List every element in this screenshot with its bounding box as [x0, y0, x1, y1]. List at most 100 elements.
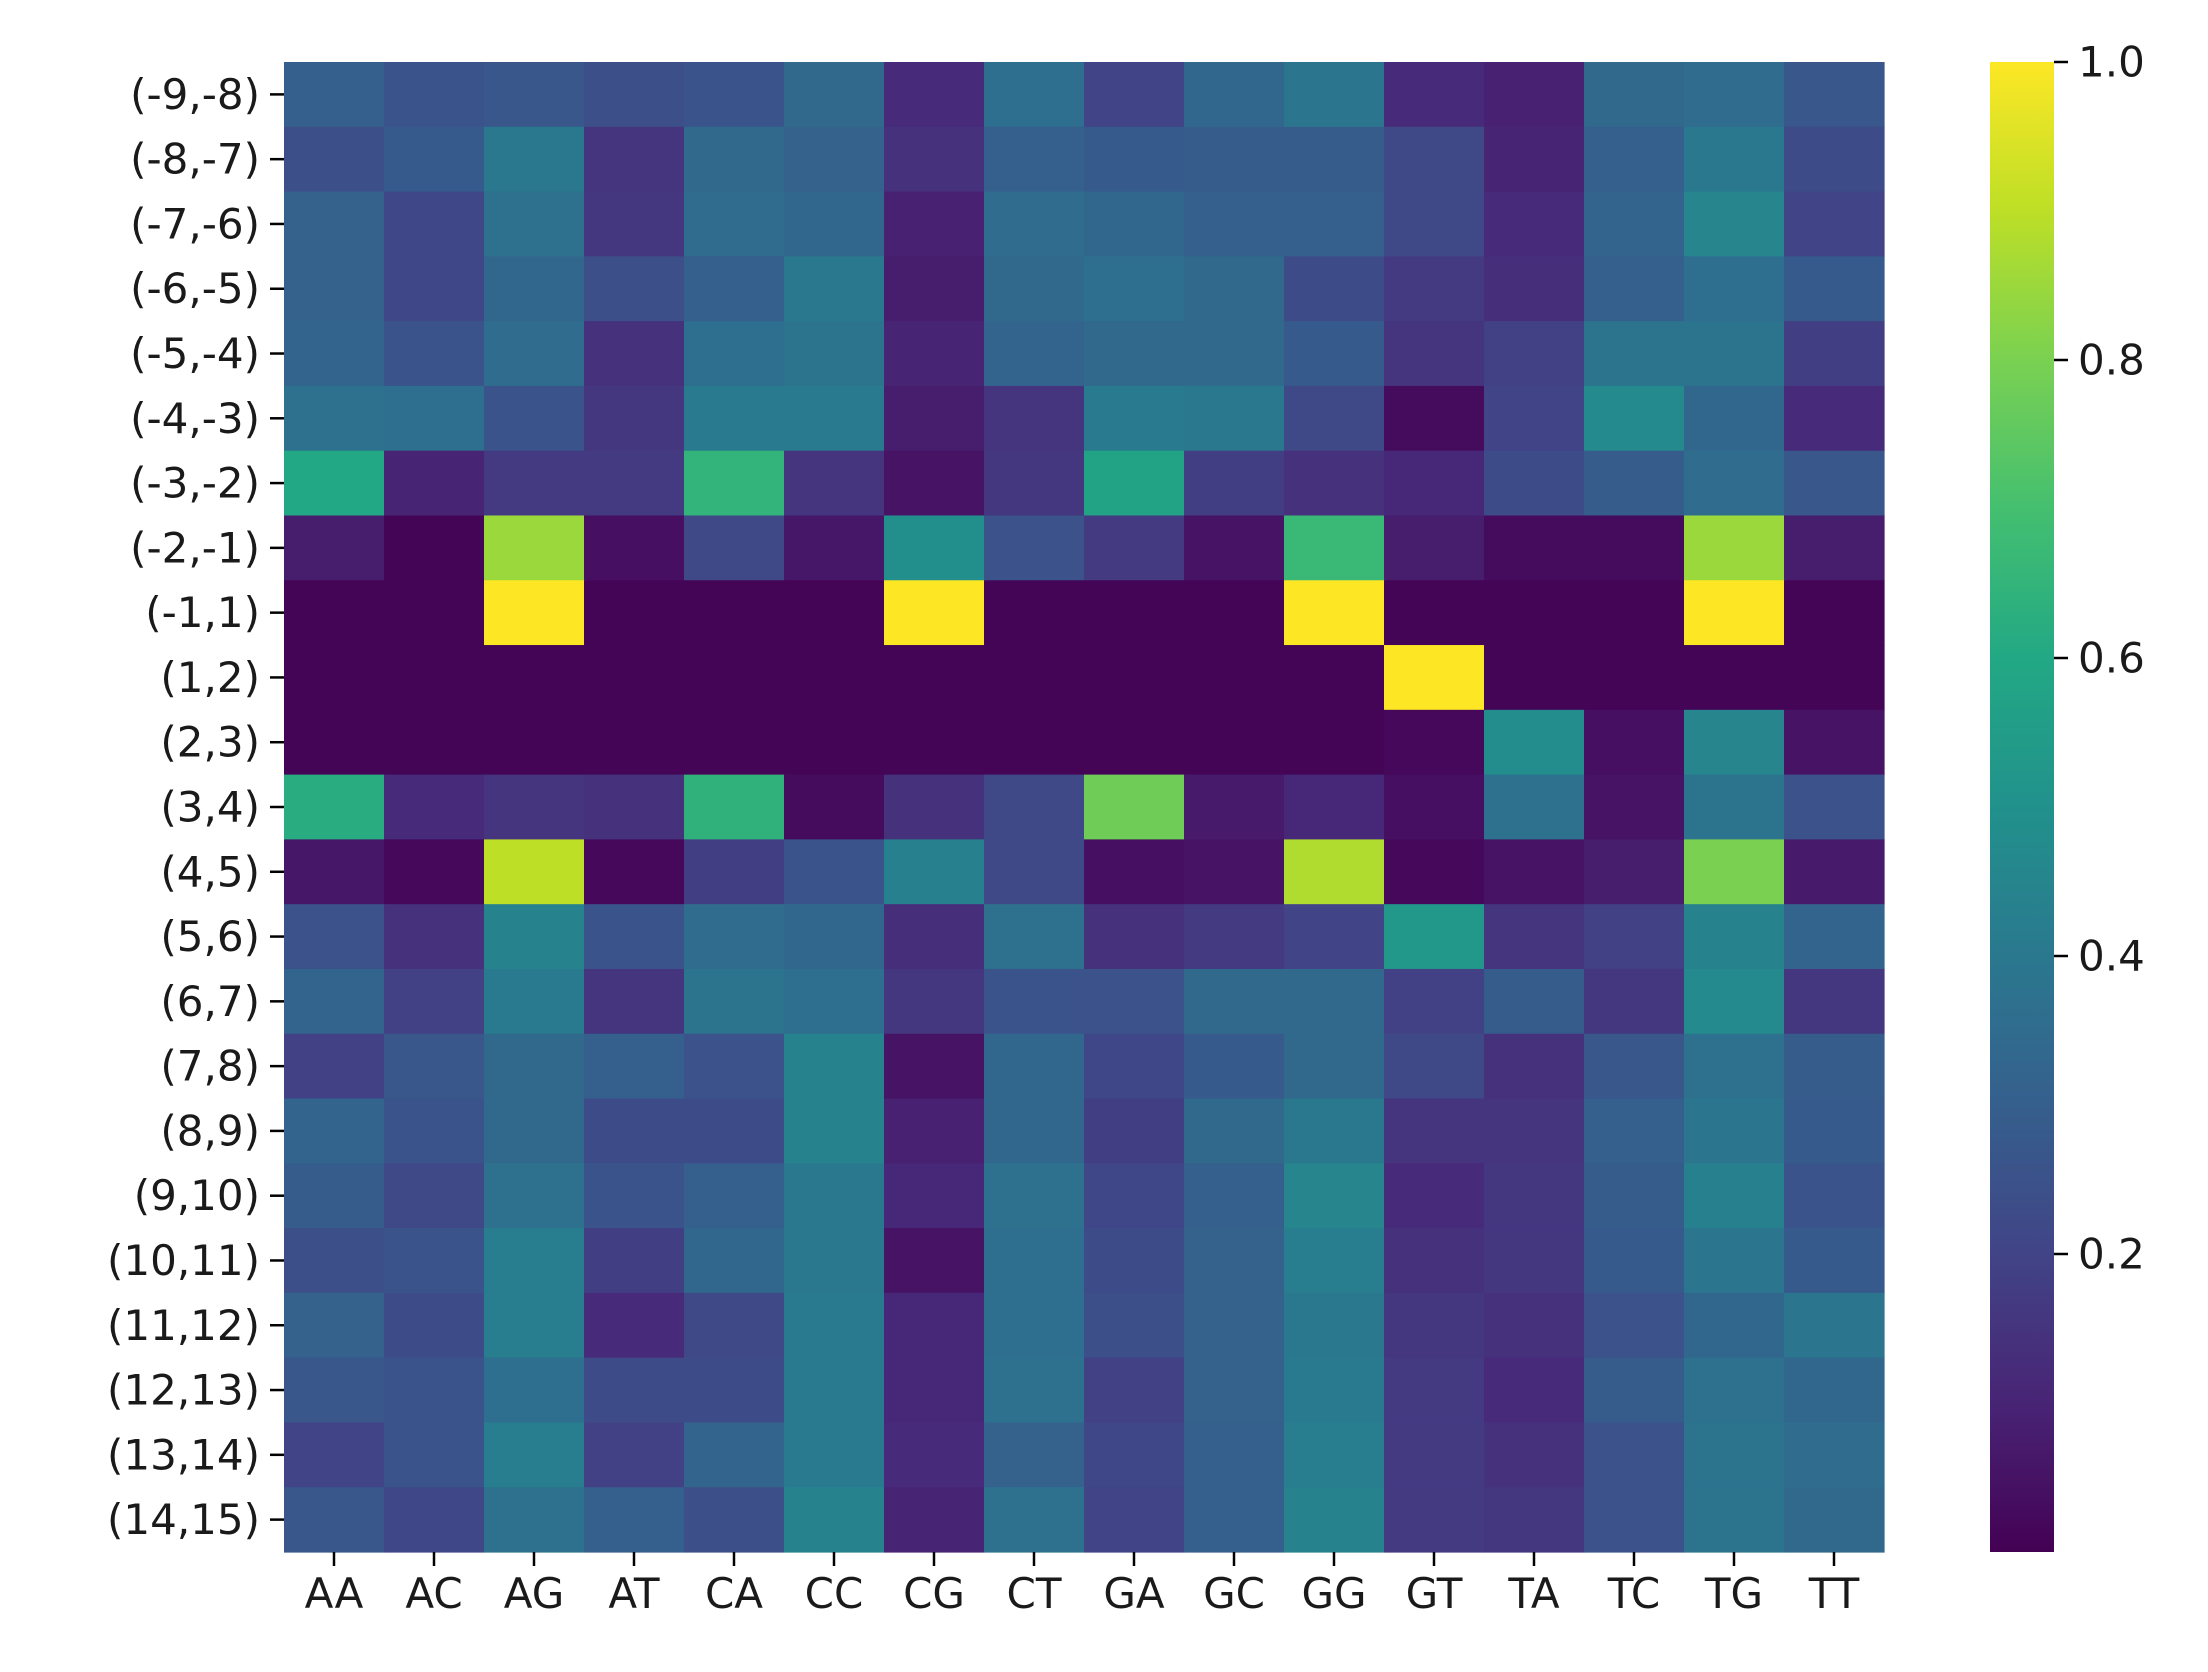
heatmap-cell-(2,3)-AG	[484, 709, 585, 776]
heatmap-cell-(-1,1)-TT	[1784, 580, 1885, 646]
heatmap-cell-(-5,-4)-GG	[1284, 321, 1385, 387]
heatmap-cell-(-2,-1)-GT	[1384, 515, 1485, 581]
heatmap-cell-(3,4)-GG	[1284, 774, 1385, 840]
heatmap-cell-(2,3)-TC	[1584, 709, 1685, 776]
heatmap-cell-(7,8)-AG	[484, 1033, 585, 1100]
heatmap-cell-(6,7)-TC	[1584, 968, 1685, 1035]
heatmap-cell-(-3,-2)-TT	[1784, 450, 1885, 517]
heatmap-cell-(9,10)-CA	[684, 1163, 785, 1229]
heatmap-cell-(-3,-2)-AA	[284, 450, 385, 517]
heatmap-cell-(-1,1)-CC	[784, 580, 885, 646]
colorbar-gradient	[1990, 62, 2054, 1552]
heatmap-cell-(-8,-7)-GG	[1284, 126, 1385, 193]
heatmap-cell-(7,8)-GC	[1184, 1033, 1285, 1100]
y-tick-label: (5,6)	[160, 912, 260, 961]
heatmap-cell-(7,8)-GT	[1384, 1033, 1485, 1100]
heatmap-cell-(4,5)-AA	[284, 839, 385, 905]
heatmap-cell-(-7,-6)-CA	[684, 191, 785, 257]
heatmap-cell-(13,14)-AG	[484, 1422, 585, 1488]
heatmap-cell-(8,9)-GC	[1184, 1098, 1285, 1164]
y-tick-label: (-1,1)	[145, 588, 260, 637]
heatmap-cell-(-4,-3)-TT	[1784, 385, 1885, 452]
heatmap-cell-(9,10)-GG	[1284, 1163, 1385, 1229]
heatmap-cell-(2,3)-TT	[1784, 709, 1885, 776]
colorbar-tick-label: 0.8	[2078, 336, 2145, 385]
x-tick-label: GA	[1103, 1569, 1165, 1618]
x-tick-label: CT	[1007, 1569, 1062, 1618]
heatmap-cell-(13,14)-CA	[684, 1422, 785, 1488]
heatmap-cell-(-9,-8)-AC	[384, 62, 485, 128]
heatmap-cell-(12,13)-AG	[484, 1357, 585, 1424]
heatmap-cell-(-2,-1)-CC	[784, 515, 885, 581]
heatmap-cell-(-7,-6)-TC	[1584, 191, 1685, 257]
heatmap-cell-(9,10)-CT	[984, 1163, 1085, 1229]
heatmap-cell-(-4,-3)-GT	[1384, 385, 1485, 452]
x-tick-label: AC	[405, 1569, 462, 1618]
heatmap-cell-(-3,-2)-TC	[1584, 450, 1685, 517]
heatmap-cell-(2,3)-TG	[1684, 709, 1785, 776]
heatmap-cell-(-4,-3)-CG	[884, 385, 985, 452]
heatmap-cell-(11,12)-GG	[1284, 1292, 1385, 1359]
heatmap-cell-(9,10)-TA	[1484, 1163, 1585, 1229]
heatmap-cell-(-7,-6)-AG	[484, 191, 585, 257]
heatmap-cell-(4,5)-GG	[1284, 839, 1385, 905]
heatmap-cell-(13,14)-GT	[1384, 1422, 1485, 1488]
heatmap-cell-(3,4)-GT	[1384, 774, 1485, 840]
heatmap-cell-(6,7)-GG	[1284, 968, 1385, 1035]
x-tick-label: CA	[705, 1569, 763, 1618]
heatmap-cell-(14,15)-TA	[1484, 1487, 1585, 1553]
heatmap-cell-(-3,-2)-AC	[384, 450, 485, 517]
heatmap-cell-(4,5)-AT	[584, 839, 685, 905]
heatmap-cell-(5,6)-TA	[1484, 904, 1585, 970]
heatmap-cell-(2,3)-AC	[384, 709, 485, 776]
heatmap-cell-(-7,-6)-AA	[284, 191, 385, 257]
heatmap-cell-(12,13)-AA	[284, 1357, 385, 1424]
heatmap-cell-(-2,-1)-CT	[984, 515, 1085, 581]
heatmap-cell-(-8,-7)-CA	[684, 126, 785, 193]
y-tick-label: (9,10)	[134, 1171, 260, 1220]
y-tick-label: (3,4)	[160, 783, 260, 832]
heatmap-cell-(1,2)-GC	[1184, 645, 1285, 711]
heatmap-cell-(-1,1)-CT	[984, 580, 1085, 646]
heatmap-cell-(-2,-1)-CG	[884, 515, 985, 581]
heatmap-cell-(-1,1)-AG	[484, 580, 585, 646]
heatmap-cell-(-2,-1)-TT	[1784, 515, 1885, 581]
heatmap-cell-(-4,-3)-CT	[984, 385, 1085, 452]
heatmap-cell-(-4,-3)-CC	[784, 385, 885, 452]
heatmap-cell-(-1,1)-TC	[1584, 580, 1685, 646]
heatmap-cell-(-5,-4)-GC	[1184, 321, 1285, 387]
heatmap-cell-(12,13)-CC	[784, 1357, 885, 1424]
y-tick-label: (11,12)	[107, 1301, 260, 1350]
heatmap-cell-(-6,-5)-CC	[784, 256, 885, 322]
heatmap-cell-(1,2)-AG	[484, 645, 585, 711]
heatmap-cell-(-8,-7)-CC	[784, 126, 885, 193]
heatmap-cell-(-6,-5)-GG	[1284, 256, 1385, 322]
heatmap-cell-(-5,-4)-CG	[884, 321, 985, 387]
heatmap-cell-(1,2)-AC	[384, 645, 485, 711]
heatmap-cell-(-8,-7)-GC	[1184, 126, 1285, 193]
heatmap-cell-(4,5)-AG	[484, 839, 585, 905]
heatmap-cell-(7,8)-GG	[1284, 1033, 1385, 1100]
heatmap-cell-(2,3)-GG	[1284, 709, 1385, 776]
heatmap-cell-(1,2)-GG	[1284, 645, 1385, 711]
heatmap-cell-(14,15)-AA	[284, 1487, 385, 1553]
heatmap-cell-(11,12)-GA	[1084, 1292, 1185, 1359]
heatmap-cell-(6,7)-CA	[684, 968, 785, 1035]
heatmap-cell-(12,13)-CA	[684, 1357, 785, 1424]
heatmap-cell-(-6,-5)-TA	[1484, 256, 1585, 322]
heatmap-cell-(3,4)-TA	[1484, 774, 1585, 840]
heatmap-cell-(-1,1)-CG	[884, 580, 985, 646]
heatmap-cell-(10,11)-CA	[684, 1228, 785, 1294]
heatmap-cell-(-2,-1)-AC	[384, 515, 485, 581]
heatmap-cell-(9,10)-AC	[384, 1163, 485, 1229]
heatmap-cell-(4,5)-AC	[384, 839, 485, 905]
heatmap-cell-(2,3)-CG	[884, 709, 985, 776]
heatmap-cell-(11,12)-AT	[584, 1292, 685, 1359]
heatmap-cell-(-1,1)-AT	[584, 580, 685, 646]
heatmap-cell-(-1,1)-TG	[1684, 580, 1785, 646]
heatmap-cell-(10,11)-GC	[1184, 1228, 1285, 1294]
heatmap-cell-(-8,-7)-AA	[284, 126, 385, 193]
heatmap-cell-(5,6)-AG	[484, 904, 585, 970]
heatmap-cell-(8,9)-TG	[1684, 1098, 1785, 1164]
heatmap-cell-(-7,-6)-TA	[1484, 191, 1585, 257]
